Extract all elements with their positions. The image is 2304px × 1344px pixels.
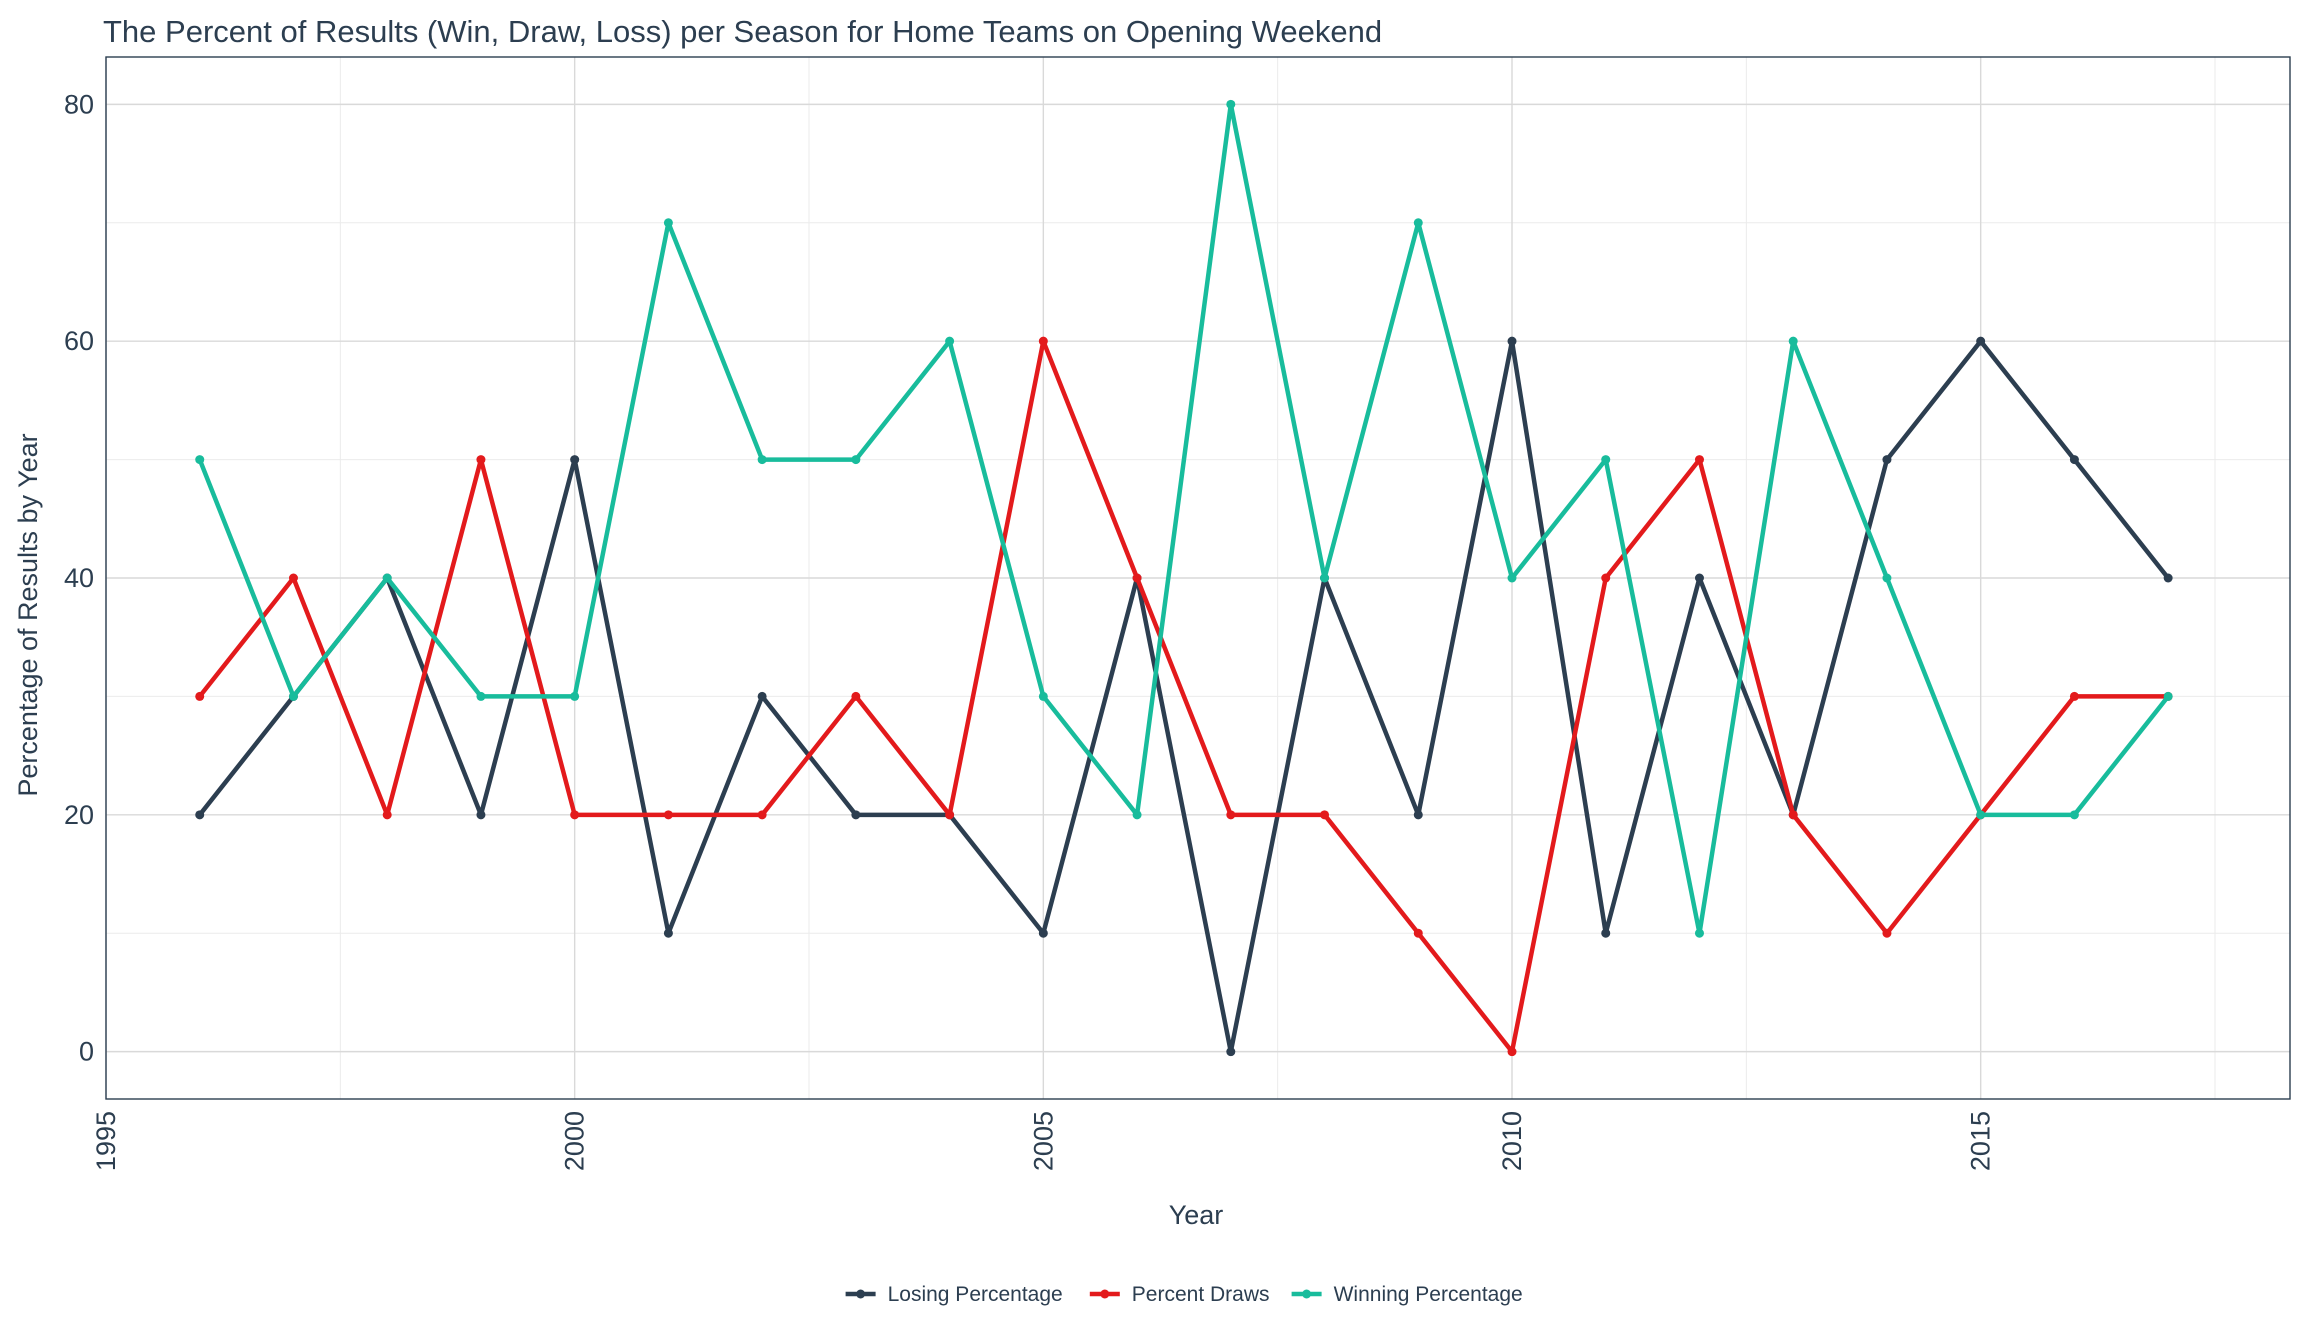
data-point-percent-draws [1507, 1047, 1517, 1057]
legend-key-point [856, 1289, 866, 1299]
data-point-winning-percentage [1226, 99, 1236, 109]
data-point-percent-draws [1601, 573, 1611, 583]
data-point-winning-percentage [570, 691, 580, 701]
legend: Losing Percentage Percent Draws Winning Pe… [845, 1283, 1523, 1306]
y-tick-label: 80 [64, 89, 94, 119]
data-point-winning-percentage [851, 455, 861, 465]
y-tick-label: 60 [64, 326, 94, 356]
data-point-percent-draws [1132, 573, 1142, 583]
data-point-percent-draws [382, 810, 392, 820]
data-point-winning-percentage [663, 218, 673, 228]
data-point-losing-percentage [757, 691, 767, 701]
data-point-losing-percentage [1507, 336, 1517, 346]
data-point-winning-percentage [945, 336, 955, 346]
y-tick-label: 0 [79, 1037, 94, 1067]
data-point-losing-percentage [1038, 928, 1048, 938]
data-point-percent-draws [570, 810, 580, 820]
data-point-percent-draws [1038, 336, 1048, 346]
data-point-winning-percentage [476, 691, 486, 701]
plot-border [105, 56, 2291, 1100]
data-point-winning-percentage [1320, 573, 1330, 583]
y-axis-title: Percentage of Results by Year [13, 433, 43, 796]
data-point-percent-draws [757, 810, 767, 820]
data-point-winning-percentage [288, 691, 298, 701]
x-axis-title: Year [1169, 1200, 1224, 1230]
data-point-winning-percentage [1507, 573, 1517, 583]
series-line-winning-percentage [197, 102, 2171, 936]
tick-labels: 0 20 40 60 80 1995 2000 2005 2010 2015 [64, 89, 1996, 1171]
series-line-percent-draws [197, 338, 2171, 1054]
data-point-percent-draws [1226, 810, 1236, 820]
data-point-percent-draws [476, 455, 486, 465]
x-tick-label: 1995 [91, 1111, 121, 1171]
legend-key-point [1302, 1289, 1312, 1299]
legend-key-point [1100, 1289, 1110, 1299]
y-tick-label: 40 [64, 563, 94, 593]
legend-item: Losing Percentage [845, 1283, 1063, 1306]
data-point-losing-percentage [1694, 573, 1704, 583]
y-tick-label: 20 [64, 800, 94, 830]
legend-item: Percent Draws [1089, 1283, 1270, 1306]
data-point-losing-percentage [851, 810, 861, 820]
data-point-losing-percentage [1226, 1047, 1236, 1057]
data-point-percent-draws [195, 691, 205, 701]
data-point-winning-percentage [2163, 691, 2173, 701]
data-point-winning-percentage [2069, 810, 2079, 820]
data-point-losing-percentage [195, 810, 205, 820]
data-point-losing-percentage [476, 810, 486, 820]
data-point-winning-percentage [382, 573, 392, 583]
data-point-winning-percentage [1413, 218, 1423, 228]
data-point-percent-draws [1788, 810, 1798, 820]
series-layer [195, 99, 2173, 1057]
data-point-winning-percentage [1694, 928, 1704, 938]
data-point-winning-percentage [757, 455, 767, 465]
data-point-winning-percentage [1788, 336, 1798, 346]
chart-title: The Percent of Results (Win, Draw, Loss)… [103, 14, 1382, 49]
legend-item: Winning Percentage [1291, 1283, 1523, 1306]
data-point-losing-percentage [663, 928, 673, 938]
grid-lines [105, 57, 2290, 1099]
data-point-percent-draws [1882, 928, 1892, 938]
data-point-percent-draws [288, 573, 298, 583]
data-point-percent-draws [1320, 810, 1330, 820]
legend-label: Losing Percentage [888, 1283, 1063, 1306]
x-tick-label: 2010 [1497, 1111, 1527, 1171]
data-point-winning-percentage [1882, 573, 1892, 583]
data-point-losing-percentage [2069, 455, 2079, 465]
x-tick-label: 2015 [1966, 1111, 1996, 1171]
legend-label: Winning Percentage [1334, 1283, 1523, 1306]
data-point-losing-percentage [1976, 336, 1986, 346]
data-point-losing-percentage [1882, 455, 1892, 465]
data-point-percent-draws [945, 810, 955, 820]
x-tick-label: 2000 [560, 1111, 590, 1171]
data-point-winning-percentage [1132, 810, 1142, 820]
data-point-percent-draws [851, 691, 861, 701]
data-point-percent-draws [2069, 691, 2079, 701]
data-point-percent-draws [1413, 928, 1423, 938]
legend-label: Percent Draws [1132, 1283, 1270, 1306]
series-winning-percentage [195, 99, 2173, 938]
data-point-losing-percentage [1601, 928, 1611, 938]
data-point-winning-percentage [195, 455, 205, 465]
data-point-percent-draws [663, 810, 673, 820]
data-point-winning-percentage [1038, 691, 1048, 701]
data-point-winning-percentage [1601, 455, 1611, 465]
data-point-losing-percentage [1413, 810, 1423, 820]
data-point-losing-percentage [570, 455, 580, 465]
x-tick-label: 2005 [1028, 1111, 1058, 1171]
data-point-winning-percentage [1976, 810, 1986, 820]
data-point-losing-percentage [2163, 573, 2173, 583]
data-point-percent-draws [1694, 455, 1704, 465]
